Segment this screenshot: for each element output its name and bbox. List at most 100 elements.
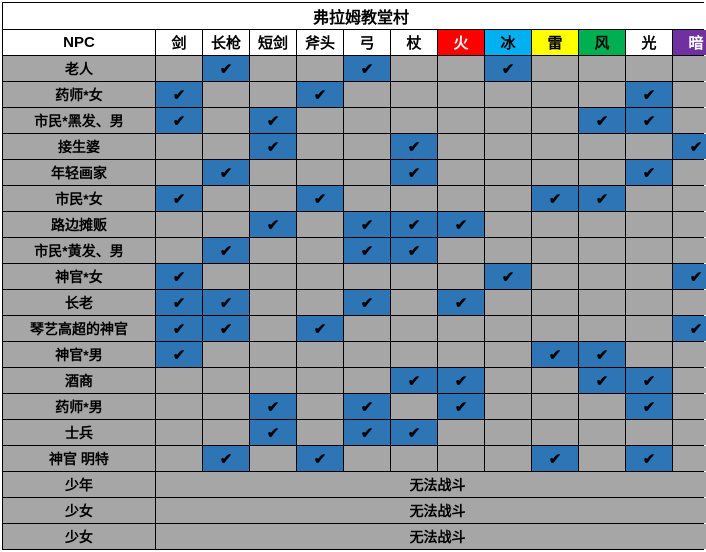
check-icon: ✔ (267, 425, 280, 442)
npc-name: 少女 (3, 524, 155, 549)
attr-cell (250, 446, 296, 471)
npc-name: 长老 (3, 290, 155, 315)
check-icon: ✔ (220, 61, 233, 78)
attr-cell (391, 108, 437, 133)
attr-cell: ✔ (203, 290, 249, 315)
attr-cell (344, 82, 390, 107)
attr-cell: ✔ (438, 290, 484, 315)
attr-cell (250, 342, 296, 367)
table-row: 神官*男✔✔✔ (3, 342, 706, 367)
attr-cell: ✔ (673, 134, 706, 159)
attr-cell (156, 446, 202, 471)
attr-cell (391, 186, 437, 211)
column-header: 杖 (391, 30, 437, 55)
npc-name: 市民*黄发、男 (3, 238, 155, 263)
check-icon: ✔ (643, 373, 656, 390)
check-icon: ✔ (455, 373, 468, 390)
attr-cell (485, 420, 531, 445)
column-header: 火 (438, 30, 484, 55)
attr-cell: ✔ (156, 316, 202, 341)
npc-name: 少年 (3, 472, 155, 497)
check-icon: ✔ (267, 139, 280, 156)
attr-cell: ✔ (626, 160, 672, 185)
attr-cell (485, 212, 531, 237)
attr-cell (438, 342, 484, 367)
attr-cell (297, 394, 343, 419)
attr-cell: ✔ (344, 290, 390, 315)
attr-cell (532, 264, 578, 289)
attr-cell (579, 290, 625, 315)
attr-cell (156, 394, 202, 419)
attr-cell (438, 82, 484, 107)
table-row: 年轻画家✔✔✔ (3, 160, 706, 185)
attr-cell (673, 420, 706, 445)
attr-cell: ✔ (203, 446, 249, 471)
attr-cell (297, 420, 343, 445)
attr-cell (579, 56, 625, 81)
attr-cell: ✔ (626, 446, 672, 471)
npc-name: 路边摊贩 (3, 212, 155, 237)
attr-cell (438, 420, 484, 445)
table-row: 少女无法战斗 (3, 498, 706, 523)
table-row: 酒商✔✔✔✔ (3, 368, 706, 393)
attr-cell: ✔ (203, 56, 249, 81)
attr-cell: ✔ (391, 134, 437, 159)
check-icon: ✔ (220, 295, 233, 312)
table-row: 少年无法战斗 (3, 472, 706, 497)
check-icon: ✔ (361, 217, 374, 234)
attr-cell (626, 342, 672, 367)
check-icon: ✔ (361, 243, 374, 260)
check-icon: ✔ (408, 165, 421, 182)
check-icon: ✔ (408, 217, 421, 234)
npc-name: 神官*女 (3, 264, 155, 289)
check-icon: ✔ (314, 191, 327, 208)
column-header: 风 (579, 30, 625, 55)
attr-cell (626, 290, 672, 315)
check-icon: ✔ (596, 113, 609, 130)
attr-cell (485, 316, 531, 341)
table-row: 市民*黑发、男✔✔✔✔ (3, 108, 706, 133)
attr-cell (250, 56, 296, 81)
cannot-fight-cell: 无法战斗 (156, 498, 706, 523)
check-icon: ✔ (596, 191, 609, 208)
check-icon: ✔ (173, 113, 186, 130)
attr-cell (673, 160, 706, 185)
attr-cell (532, 108, 578, 133)
cannot-fight-cell: 无法战斗 (156, 524, 706, 549)
attr-cell (250, 264, 296, 289)
attr-cell: ✔ (250, 212, 296, 237)
attr-cell (250, 316, 296, 341)
attr-cell: ✔ (250, 394, 296, 419)
column-header: 雷 (532, 30, 578, 55)
attr-cell: ✔ (250, 420, 296, 445)
check-icon: ✔ (643, 165, 656, 182)
attr-cell (297, 134, 343, 159)
attr-cell: ✔ (626, 82, 672, 107)
attr-cell (438, 446, 484, 471)
attr-cell (626, 212, 672, 237)
attr-cell (579, 394, 625, 419)
attr-cell (438, 316, 484, 341)
attr-cell (673, 56, 706, 81)
table-row: 老人✔✔✔ (3, 56, 706, 81)
check-icon: ✔ (643, 87, 656, 104)
check-icon: ✔ (690, 269, 703, 286)
attr-cell: ✔ (485, 264, 531, 289)
attr-cell (203, 342, 249, 367)
attr-cell: ✔ (673, 316, 706, 341)
attr-cell (203, 264, 249, 289)
attr-cell (344, 264, 390, 289)
table-row: 药师*男✔✔✔✔ (3, 394, 706, 419)
attr-cell (532, 420, 578, 445)
attr-cell: ✔ (156, 82, 202, 107)
attr-cell: ✔ (438, 368, 484, 393)
attr-cell (391, 264, 437, 289)
column-header: 长枪 (203, 30, 249, 55)
attr-cell (156, 368, 202, 393)
attr-cell (156, 134, 202, 159)
check-icon: ✔ (455, 295, 468, 312)
attr-cell (297, 290, 343, 315)
check-icon: ✔ (690, 321, 703, 338)
attr-cell: ✔ (156, 108, 202, 133)
attr-cell: ✔ (391, 420, 437, 445)
